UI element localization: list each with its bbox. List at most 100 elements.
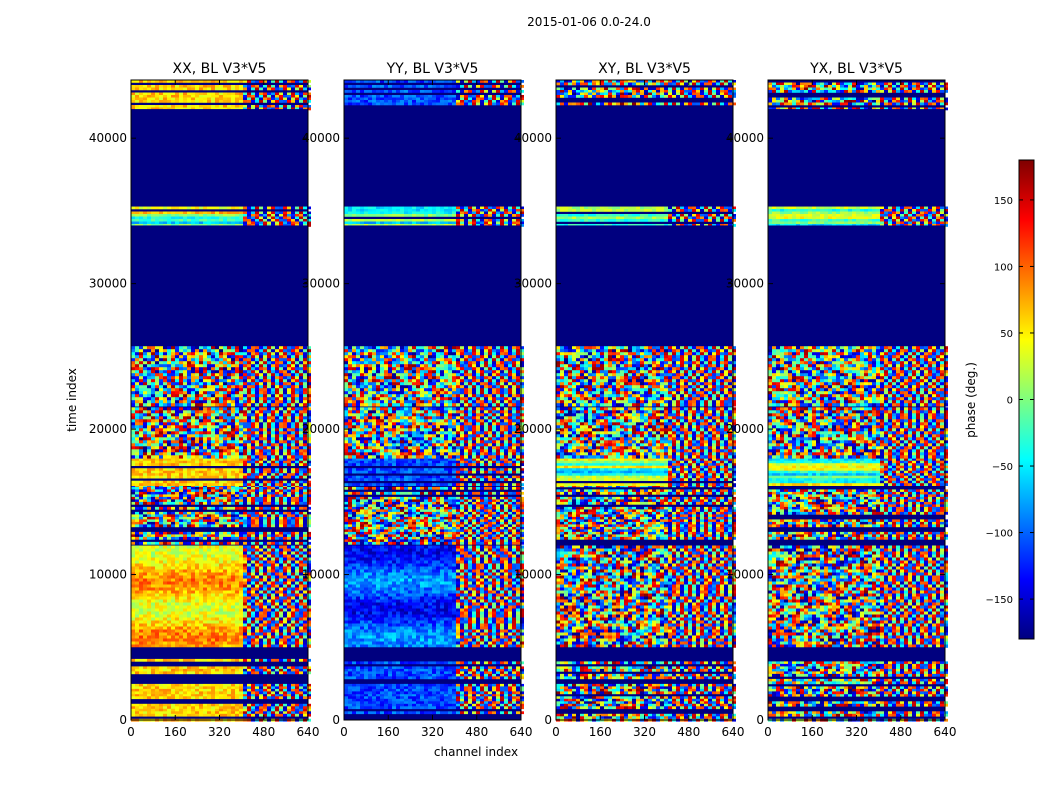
heatmap-cell <box>299 599 303 603</box>
heatmap-cell <box>279 635 283 639</box>
heatmap-cell <box>187 468 191 471</box>
heatmap-cell <box>299 410 303 414</box>
heatmap-cell <box>283 708 287 712</box>
heatmap-cell <box>267 483 271 486</box>
heatmap-cell <box>171 534 175 538</box>
heatmap-cell <box>171 638 175 642</box>
heatmap-cell <box>287 686 291 690</box>
heatmap-cell <box>167 370 171 374</box>
heatmap-cell <box>295 620 299 624</box>
heatmap-cell <box>295 463 299 466</box>
heatmap-cell <box>287 416 291 420</box>
heatmap-cell <box>263 407 267 411</box>
heatmap-cell <box>155 688 159 692</box>
heatmap-cell <box>171 706 175 710</box>
heatmap-cell <box>291 413 295 417</box>
heatmap-cell <box>179 693 183 697</box>
heatmap-cell <box>223 349 227 353</box>
heatmap-cell <box>155 516 159 520</box>
heatmap-cell <box>299 541 303 545</box>
heatmap-cell <box>295 364 299 368</box>
heatmap-cell <box>147 376 151 380</box>
heatmap-cell <box>287 496 291 500</box>
heatmap-cell <box>215 367 219 371</box>
heatmap-cell <box>287 440 291 444</box>
heatmap-cell <box>231 475 235 479</box>
heatmap-cell <box>279 524 283 528</box>
heatmap-cell <box>259 514 263 518</box>
heatmap-cell <box>203 407 207 411</box>
heatmap-cell <box>307 475 311 479</box>
heatmap-cell <box>291 563 295 567</box>
heatmap-cell <box>219 376 223 380</box>
heatmap-cell <box>279 446 283 450</box>
heatmap-cell <box>175 382 179 386</box>
heatmap-cell <box>139 708 143 712</box>
heatmap-cell <box>167 470 171 474</box>
heatmap-cell <box>255 599 259 603</box>
heatmap-cell <box>299 486 303 490</box>
heatmap-cell <box>263 458 267 461</box>
heatmap-cell <box>263 644 267 648</box>
heatmap-cell <box>131 531 135 535</box>
heatmap-cell <box>295 551 299 555</box>
heatmap-cell <box>147 635 151 639</box>
heatmap-cell <box>279 691 283 695</box>
heatmap-cell <box>163 437 167 441</box>
heatmap-cell <box>279 605 283 609</box>
heatmap-cell <box>291 376 295 380</box>
heatmap-cell <box>235 668 239 672</box>
heatmap-cell <box>307 668 311 672</box>
heatmap-cell <box>263 632 267 636</box>
heatmap-cell <box>195 355 199 359</box>
heatmap-cell <box>139 683 143 687</box>
heatmap-cell <box>239 688 243 692</box>
heatmap-cell <box>279 382 283 386</box>
heatmap-cell <box>299 364 303 368</box>
heatmap-cell <box>303 557 307 561</box>
heatmap-cell <box>223 541 227 545</box>
heatmap-cell <box>223 611 227 615</box>
heatmap-cell <box>163 605 167 609</box>
heatmap-cell <box>223 352 227 356</box>
heatmap-cell <box>191 666 195 670</box>
heatmap-cell <box>275 531 279 535</box>
heatmap-cell <box>143 496 147 500</box>
heatmap-cell <box>283 434 287 438</box>
heatmap-cell <box>183 593 187 597</box>
heatmap-cell <box>243 614 247 618</box>
heatmap-cell <box>299 548 303 552</box>
heatmap-cell <box>171 388 175 392</box>
heatmap-cell <box>231 443 235 447</box>
heatmap-cell <box>283 382 287 386</box>
heatmap-cell <box>231 349 235 353</box>
heatmap-cell <box>243 635 247 639</box>
heatmap-cell <box>287 428 291 432</box>
heatmap-cell <box>131 349 135 353</box>
heatmap-cell <box>147 446 151 450</box>
heatmap-cell <box>207 632 211 636</box>
heatmap-cell <box>171 440 175 444</box>
heatmap-cell <box>251 358 255 362</box>
heatmap-cell <box>143 629 147 633</box>
heatmap-cell <box>223 475 227 479</box>
heatmap-cell <box>211 688 215 692</box>
heatmap-cell <box>243 376 247 380</box>
heatmap-cell <box>223 584 227 588</box>
heatmap-cell <box>183 428 187 432</box>
heatmap-cell <box>299 560 303 564</box>
heatmap-cell <box>307 379 311 383</box>
heatmap-cell <box>207 449 211 453</box>
heatmap-cell <box>147 531 151 535</box>
heatmap-cell <box>231 572 235 576</box>
heatmap-cell <box>139 590 143 594</box>
heatmap-cell <box>159 388 163 392</box>
heatmap-cell <box>239 489 243 493</box>
heatmap-cell <box>231 346 235 350</box>
heatmap-cell <box>143 388 147 392</box>
heatmap-cell <box>151 608 155 612</box>
heatmap-cell <box>275 422 279 426</box>
heatmap-cell <box>175 534 179 538</box>
heatmap-cell <box>303 419 307 423</box>
heatmap-cell <box>303 422 307 426</box>
